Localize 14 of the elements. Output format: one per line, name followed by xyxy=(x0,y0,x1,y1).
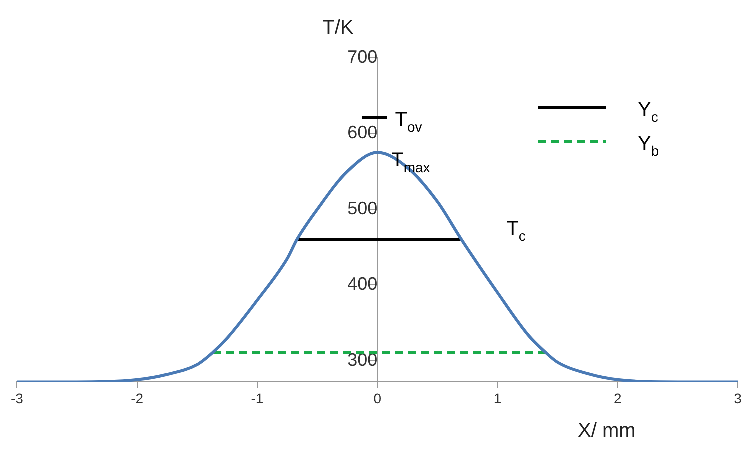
x-tick-label: 3 xyxy=(734,390,742,406)
x-axis-title: X/ mm xyxy=(578,420,636,442)
x-tick-label: -1 xyxy=(251,390,264,406)
y-tick-label: 500 xyxy=(348,198,378,218)
y-axis-title: T/K xyxy=(322,17,354,39)
y-tick-label: 400 xyxy=(348,274,378,294)
y-tick-label: 700 xyxy=(348,46,378,67)
x-tick-label: 1 xyxy=(494,390,502,406)
y-tick-label: 300 xyxy=(348,350,378,370)
x-tick-label: -3 xyxy=(11,390,24,406)
x-tick-label: -2 xyxy=(131,390,144,406)
x-tick-label: 0 xyxy=(374,390,382,406)
y-tick-label: 600 xyxy=(348,122,378,143)
x-tick-label: 2 xyxy=(614,390,622,406)
